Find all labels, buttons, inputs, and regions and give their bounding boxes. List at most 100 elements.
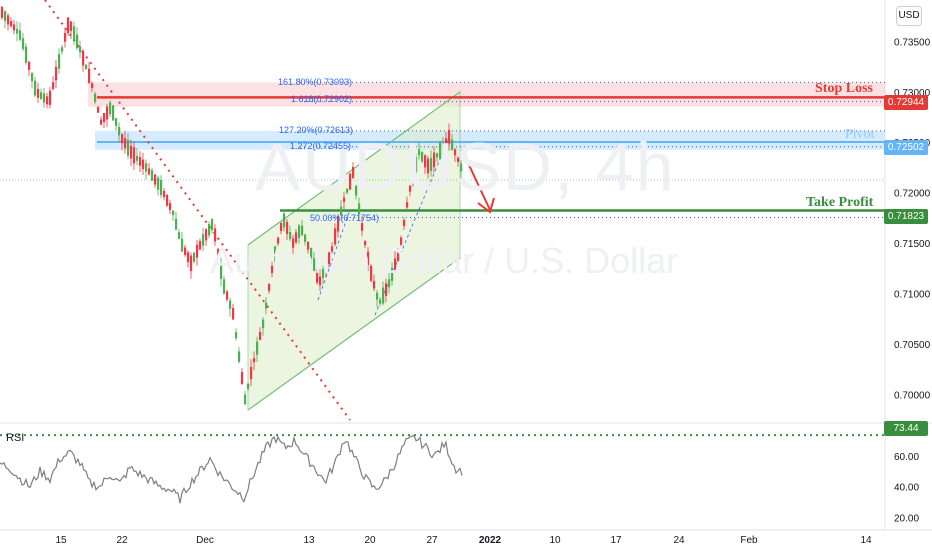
candle-body: [427, 158, 430, 174]
candle-body: [349, 173, 352, 190]
candle-body: [193, 252, 196, 262]
candle-body: [148, 168, 151, 175]
fib-label-1618: 1.618(0.72902): [291, 94, 353, 104]
candle-body: [448, 130, 451, 145]
candle-body: [112, 105, 115, 121]
candle-body: [259, 332, 262, 340]
candle-body: [253, 358, 256, 363]
forecast-arrow-head: [477, 197, 495, 214]
fib-label-127: 127.20%(0.72613): [279, 125, 354, 135]
candle-body: [166, 194, 169, 206]
candle-body: [331, 246, 334, 252]
candle-body: [88, 68, 91, 83]
candle-body: [109, 102, 112, 115]
candle-body: [280, 222, 283, 231]
candle-body: [346, 188, 349, 193]
candle-body: [454, 149, 457, 156]
candle-body: [19, 30, 22, 40]
rsi-level-tag: 73.44: [884, 421, 928, 436]
y-tick-label: 0.73500: [894, 37, 931, 48]
candle-body: [208, 223, 211, 236]
candle-body: [382, 287, 385, 304]
candle-body: [202, 233, 205, 246]
candle-body: [412, 171, 415, 182]
candle-body: [457, 157, 460, 162]
candle-body: [130, 146, 133, 159]
candle-body: [97, 107, 100, 113]
candle-body: [136, 155, 139, 161]
currency-button[interactable]: USD: [896, 6, 922, 26]
candle-body: [283, 213, 286, 228]
x-tick-label: 15: [55, 535, 67, 546]
candle-body: [79, 46, 82, 53]
candle-body: [205, 229, 208, 241]
candle-body: [307, 241, 310, 250]
candle-body: [433, 152, 436, 168]
candle-body: [37, 88, 40, 98]
x-tick-label: Feb: [740, 535, 758, 546]
candle-body: [319, 276, 322, 286]
candle-body: [460, 163, 463, 172]
candle-body: [16, 28, 19, 34]
candle-body: [439, 142, 442, 159]
candle-body: [310, 247, 313, 259]
candle-body: [352, 167, 355, 178]
stop-loss-price-tag: 0.72944: [884, 95, 928, 110]
y-tick-label: 0.70500: [894, 340, 931, 351]
pivot-label: Pivot: [845, 127, 875, 142]
pivot-zone: [95, 130, 885, 150]
candle-body: [328, 252, 331, 265]
candle-body: [430, 157, 433, 171]
candle-body: [451, 139, 454, 151]
rsi-tick-label: 20.00: [894, 513, 919, 524]
candle-body: [115, 118, 118, 126]
take-profit-label: Take Profit: [806, 195, 874, 210]
candle-body: [67, 17, 70, 33]
candle-body: [265, 302, 268, 309]
x-tick-label: 20: [364, 535, 376, 546]
candle-body: [271, 265, 274, 273]
candle-body: [304, 234, 307, 242]
candle-body: [187, 252, 190, 263]
rsi-label: RSI: [6, 432, 25, 444]
pivot-price-tag: 0.72502: [884, 140, 928, 155]
candle-body: [406, 202, 409, 208]
candle-body: [91, 83, 94, 89]
candle-body: [85, 64, 88, 70]
candle-body: [415, 156, 418, 173]
candle-body: [178, 232, 181, 239]
candle-body: [64, 32, 67, 42]
fib-label-50: 50.00%(0.71754): [310, 213, 380, 223]
candle-body: [364, 241, 367, 246]
candle-body: [151, 170, 154, 181]
x-tick-label: 24: [673, 535, 685, 546]
candle-body: [106, 106, 109, 120]
stop-loss-label: Stop Loss: [815, 81, 873, 96]
x-tick-label: 2022: [479, 535, 502, 546]
candle-body: [220, 263, 223, 279]
take-profit-price-tag: 0.71823: [884, 209, 928, 224]
candle-body: [58, 54, 61, 69]
candle-body: [367, 251, 370, 265]
candle-body: [292, 238, 295, 248]
candle-body: [325, 258, 328, 273]
projection-line: [317, 209, 351, 301]
rsi-tick-label: 60.00: [894, 452, 919, 463]
forecast-arrow-line: [461, 149, 491, 211]
y-tick-label: 0.72000: [894, 189, 931, 200]
candle-body: [157, 177, 160, 190]
candle-body: [289, 232, 292, 240]
candle-body: [400, 237, 403, 245]
candle-body: [268, 284, 271, 292]
candle-body: [49, 90, 52, 105]
candle-body: [163, 190, 166, 198]
candle-body: [313, 258, 316, 271]
candle-body: [394, 258, 397, 273]
candle-body: [142, 159, 145, 170]
candle-body: [217, 248, 220, 258]
candle-body: [28, 61, 31, 70]
rsi-series-line: [0, 434, 463, 504]
candle-body: [316, 269, 319, 283]
candle-body: [286, 221, 289, 235]
